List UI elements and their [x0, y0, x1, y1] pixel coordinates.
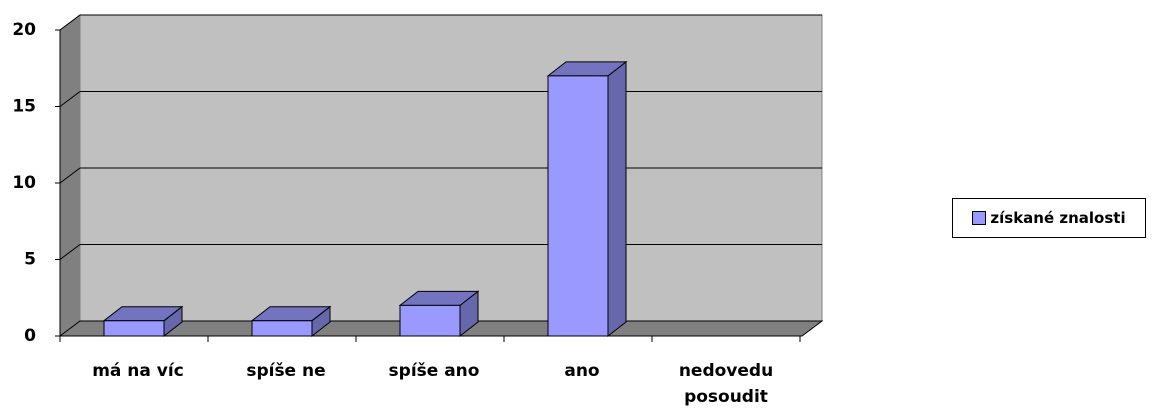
bar-face [399, 304, 461, 337]
bar-face [103, 320, 165, 337]
x-tick-label: spíše ano [388, 361, 480, 381]
bar [546, 60, 628, 338]
grid-line [59, 167, 81, 184]
grid-line [59, 244, 81, 260]
bar [398, 290, 480, 338]
y-tick-label: 5 [24, 250, 36, 270]
x-tick-label: ano [564, 361, 600, 381]
x-tick-label: spíše ne [246, 361, 326, 381]
x-tick-label: má na víc [92, 361, 184, 381]
legend-label: získané znalosti [990, 209, 1126, 227]
bar-face [251, 320, 313, 337]
bar [102, 305, 184, 338]
bar-face [547, 75, 609, 337]
grid-line [59, 14, 81, 31]
y-tick-label: 10 [12, 173, 36, 193]
y-tick-label: 20 [12, 20, 36, 40]
legend-swatch [972, 211, 987, 225]
legend: získané znalosti [952, 198, 1146, 238]
x-tick-label: nedovedu posoudit [678, 361, 774, 407]
y-tick-label: 15 [12, 97, 36, 117]
bar [250, 305, 332, 338]
y-tick-label: 0 [24, 326, 36, 346]
grid-line [59, 91, 81, 107]
bar-face [607, 60, 627, 338]
